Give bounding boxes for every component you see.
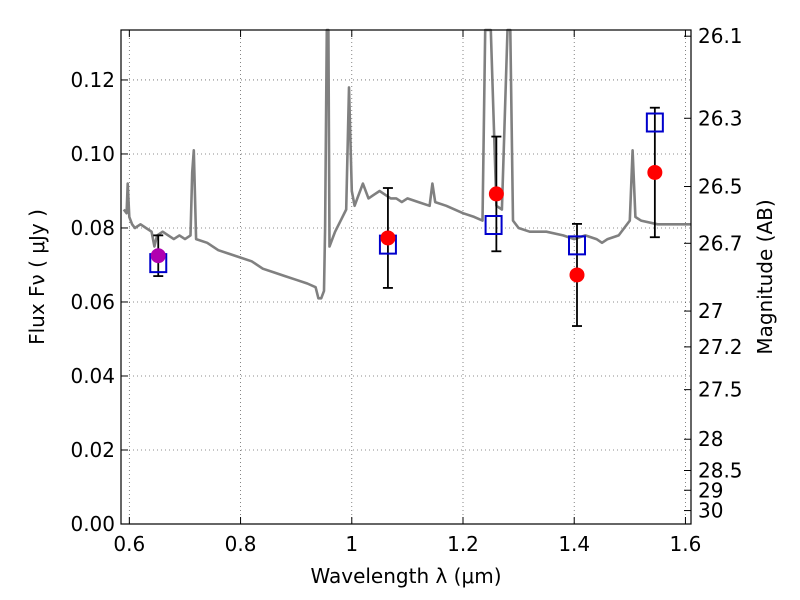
error-bars [153, 106, 660, 327]
model-spectrum [122, 28, 691, 300]
observed-flux-point [647, 164, 663, 180]
mag-tick-label: 28 [698, 427, 723, 451]
observed-flux-point [488, 186, 504, 202]
mag-tick-label: 26.1 [698, 24, 743, 48]
x-axis-ticks: 0.6 0.8 1 1.2 1.4 1.6 [113, 30, 701, 556]
y-tick-label: 0.10 [70, 142, 115, 166]
observed-flux-point [380, 230, 396, 246]
right-axis-label: Magnitude (AB) [753, 199, 777, 354]
x-tick-label: 0.6 [113, 532, 145, 556]
mag-tick-label: 27.2 [698, 335, 743, 359]
y-tick-label: 0.00 [70, 512, 115, 536]
model-photometry-markers [149, 112, 664, 274]
y-axis-label: Flux Fν ( μJy ) [25, 209, 49, 345]
plot-frame [120, 29, 692, 525]
y-tick-label: 0.04 [70, 364, 115, 388]
mag-tick-label: 26.7 [698, 231, 743, 255]
mag-tick-label: 29 [698, 478, 723, 502]
x-axis-label: Wavelength λ (μm) [310, 564, 501, 588]
observed-flux-point [150, 248, 166, 264]
grid-lines [121, 30, 691, 525]
x-tick-label: 0.8 [225, 532, 257, 556]
mag-tick-label: 26.5 [698, 175, 743, 199]
mag-tick-label: 26.3 [698, 106, 743, 130]
y-tick-label: 0.02 [70, 438, 115, 462]
model-photometry-square [568, 235, 586, 256]
y-tick-label: 0.06 [70, 290, 115, 314]
model-spectrum-line [122, 28, 691, 300]
y-tick-label: 0.08 [70, 216, 115, 240]
model-photometry-square [645, 112, 664, 133]
x-tick-label: 1 [345, 532, 358, 556]
mag-tick-label: 27 [698, 299, 723, 323]
mag-tick-label: 28.5 [698, 459, 743, 483]
x-tick-label: 1.4 [558, 532, 590, 556]
model-photometry-square [484, 215, 503, 236]
observed-flux-point [569, 267, 585, 283]
mag-tick-label: 27.5 [698, 378, 743, 402]
x-tick-label: 1.2 [447, 532, 479, 556]
mag-tick-label: 30 [698, 499, 723, 523]
observed-flux-markers [150, 164, 663, 283]
x-tick-label: 1.6 [670, 532, 702, 556]
y-axis-ticks: 0.00 0.02 0.04 0.06 0.08 0.10 0.12 [70, 68, 128, 536]
y-tick-label: 0.12 [70, 68, 115, 92]
